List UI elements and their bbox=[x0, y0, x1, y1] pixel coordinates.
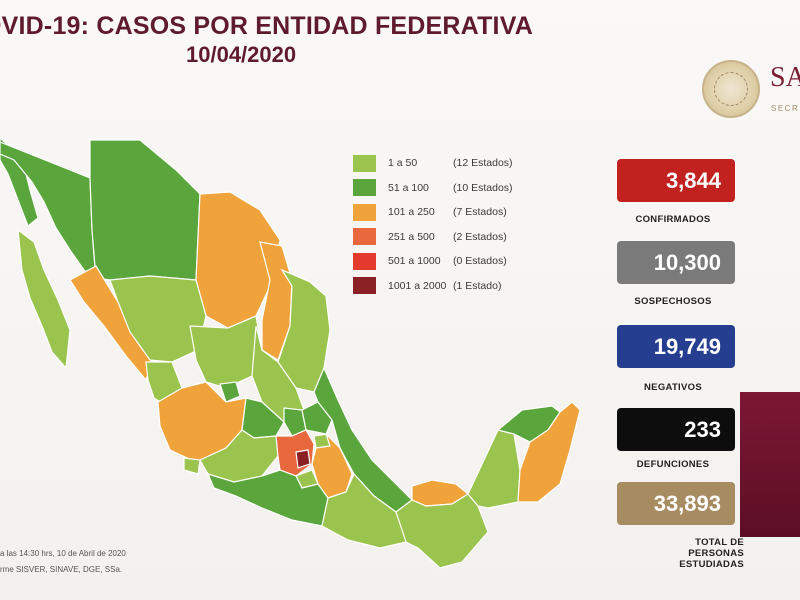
footnote-source: rme SISVER, SINAVE, DGE, SSa. bbox=[0, 565, 123, 574]
stat-confirmed-value: 3,844 bbox=[617, 159, 735, 202]
state-sonora bbox=[0, 141, 97, 282]
legend-swatch bbox=[353, 252, 376, 270]
ministry-brand-subtitle: SECR bbox=[771, 104, 800, 113]
legend-count: (2 Estados) bbox=[453, 230, 507, 243]
chart-title: OVID-19: CASOS POR ENTIDAD FEDERATIVA bbox=[0, 12, 533, 40]
state-hidalgo bbox=[301, 401, 333, 435]
legend-count: (7 Estados) bbox=[453, 206, 507, 219]
side-panel-decoration bbox=[740, 392, 800, 537]
legend-range: 501 a 1000 bbox=[388, 255, 441, 268]
legend-range: 1 a 50 bbox=[388, 157, 418, 170]
state-aguascalientes bbox=[219, 381, 241, 403]
legend-entry: 1001 a 2000 (1 Estado) bbox=[353, 274, 543, 299]
legend-entry: 51 a 100 (10 Estados) bbox=[353, 176, 543, 201]
stat-deaths-label: DEFUNCIONES bbox=[636, 459, 710, 470]
legend-entry: 101 a 250 (7 Estados) bbox=[353, 200, 543, 225]
state-chihuahua bbox=[89, 139, 201, 281]
stat-suspected-value: 10,300 bbox=[617, 241, 735, 284]
stat-negative-label: NEGATIVOS bbox=[644, 382, 702, 393]
legend-entry: 1 a 50 (12 Estados) bbox=[353, 151, 543, 176]
legend-swatch bbox=[353, 228, 376, 246]
stat-confirmed-label: CONFIRMADOS bbox=[635, 214, 711, 225]
state-guerrero bbox=[206, 469, 329, 527]
state-campeche bbox=[467, 429, 521, 509]
legend-swatch bbox=[353, 154, 376, 172]
legend-count: (12 Estados) bbox=[453, 157, 513, 170]
state-ciudad-de-mexico bbox=[295, 449, 311, 469]
stat-deaths-value: 233 bbox=[617, 408, 735, 451]
legend-entry: 251 a 500 (2 Estados) bbox=[353, 225, 543, 250]
stat-negative-value: 19,749 bbox=[617, 325, 735, 368]
legend-swatch bbox=[353, 179, 376, 197]
ministry-brand-text: SA bbox=[770, 62, 800, 93]
legend-range: 101 a 250 bbox=[388, 206, 435, 219]
legend-range: 1001 a 2000 bbox=[388, 279, 447, 292]
legend-count: (10 Estados) bbox=[453, 181, 513, 194]
mexico-choropleth-map bbox=[0, 137, 581, 569]
map-legend: 1 a 50 (12 Estados) 51 a 100 (10 Estados… bbox=[353, 151, 543, 298]
report-date: 10/04/2020 bbox=[186, 42, 297, 67]
legend-entry: 501 a 1000 (0 Estados) bbox=[353, 249, 543, 274]
state-chiapas bbox=[395, 493, 489, 569]
stat-suspected-label: SOSPECHOSOS bbox=[634, 296, 712, 307]
government-seal-logo bbox=[702, 60, 760, 118]
footnote-timestamp: a las 14:30 hrs, 10 de Abril de 2020 bbox=[0, 549, 126, 558]
stat-total-studied-value: 33,893 bbox=[617, 482, 735, 525]
legend-swatch bbox=[353, 203, 376, 221]
legend-count: (0 Estados) bbox=[453, 255, 507, 268]
stat-total-studied-label: TOTAL DE PERSONAS ESTUDIADAS bbox=[679, 537, 744, 570]
legend-swatch bbox=[353, 277, 376, 295]
state-colima bbox=[183, 457, 201, 475]
legend-count: (1 Estado) bbox=[453, 279, 502, 292]
legend-range: 51 a 100 bbox=[388, 181, 429, 194]
state-baja-california-sur bbox=[17, 228, 71, 370]
state-quintana-roo bbox=[517, 401, 581, 503]
state-durango bbox=[109, 275, 207, 363]
legend-range: 251 a 500 bbox=[388, 230, 435, 243]
